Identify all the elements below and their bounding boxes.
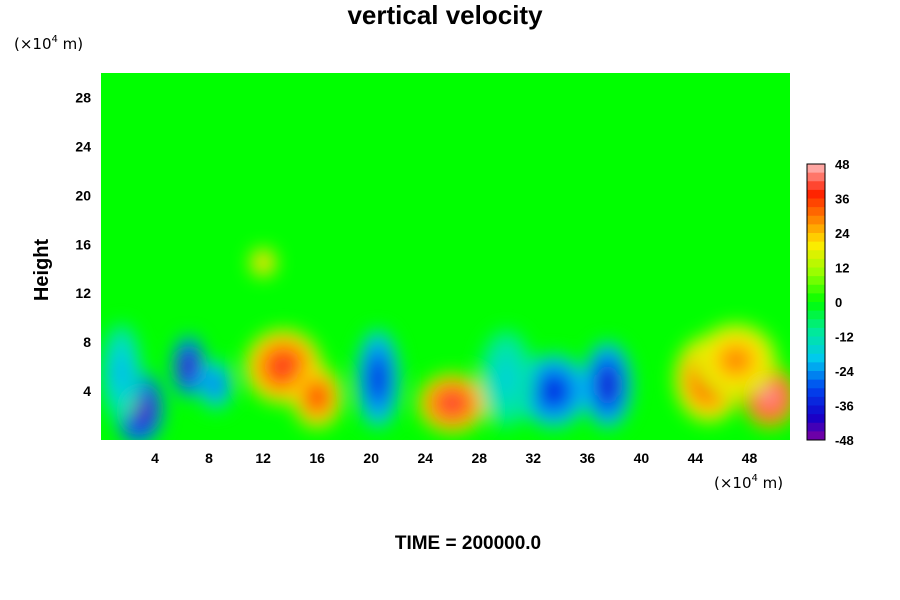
colorbar-band	[807, 388, 825, 398]
colorbar-tick-label: -24	[835, 364, 855, 379]
x-tick-label: 4	[151, 450, 159, 466]
y-tick-label: 24	[75, 138, 91, 154]
colorbar-band	[807, 371, 825, 381]
y-tick-label: 4	[83, 383, 91, 399]
heatmap-feature	[725, 351, 747, 370]
colorbar-band	[807, 172, 825, 182]
x-tick-label: 20	[363, 450, 379, 466]
x-tick-label: 32	[526, 450, 542, 466]
y-tick-label: 12	[75, 285, 91, 301]
x-tick-label: 16	[309, 450, 325, 466]
colorbar-band	[807, 250, 825, 260]
colorbar-band	[807, 422, 825, 432]
colorbar-band	[807, 215, 825, 225]
x-tick-label: 44	[688, 450, 704, 466]
colorbar-band	[807, 189, 825, 199]
colorbar-band	[807, 276, 825, 286]
colorbar-band	[807, 241, 825, 251]
heatmap-feature	[211, 378, 220, 392]
x-tick-labels: 4 8 12 16 20 24 28 32 36 40 44 48	[151, 450, 757, 466]
heatmap-feature	[762, 389, 777, 405]
heatmap-feature	[443, 395, 461, 411]
x-tick-label: 48	[742, 450, 758, 466]
colorbar-band	[807, 353, 825, 363]
colorbar-tick-label: -36	[835, 399, 854, 414]
colorbar-band	[807, 224, 825, 234]
colorbar-band	[807, 267, 825, 277]
colorbar-band	[807, 293, 825, 303]
heatmap-feature	[259, 258, 267, 267]
colorbar	[806, 163, 826, 441]
colorbar-band	[807, 233, 825, 243]
colorbar-band	[807, 284, 825, 294]
heatmap-feature	[499, 366, 514, 392]
colorbar-band	[807, 198, 825, 208]
x-tick-label: 8	[205, 450, 213, 466]
colorbar-band	[807, 336, 825, 346]
colorbar-tick-label: 24	[835, 226, 850, 241]
colorbar-band	[807, 181, 825, 191]
colorbar-tick-label: 12	[835, 261, 849, 276]
y-tick-labels: 4 8 12 16 20 24 28	[75, 89, 91, 399]
heatmap-feature	[601, 374, 614, 396]
colorbar-band	[807, 405, 825, 415]
colorbar-band	[807, 327, 825, 337]
x-tick-label: 28	[471, 450, 487, 466]
x-axis-unit: (×104 m)	[714, 473, 783, 492]
colorbar-band	[807, 379, 825, 389]
time-label: TIME = 200000.0	[395, 533, 541, 554]
colorbar-band	[807, 207, 825, 217]
colorbar-tick-labels: 48 36 24 12 0 -12 -24 -36 -48	[835, 157, 855, 448]
y-axis-unit: (×104 m)	[14, 34, 83, 53]
colorbar-tick-label: -12	[835, 330, 854, 345]
colorbar-frame	[806, 163, 826, 441]
colorbar-band	[807, 345, 825, 355]
x-tick-label: 12	[255, 450, 271, 466]
x-tick-label: 40	[634, 450, 650, 466]
colorbar-band	[807, 310, 825, 320]
heatmap-field	[101, 73, 790, 440]
y-axis-label: Height	[31, 239, 53, 302]
colorbar-tick-label: 0	[835, 295, 842, 310]
heatmap-feature	[372, 366, 384, 392]
heatmap-feature	[116, 360, 127, 385]
y-tick-label: 20	[75, 187, 91, 203]
y-tick-label: 28	[75, 89, 91, 105]
colorbar-tick-label: 36	[835, 192, 849, 207]
colorbar-band	[807, 362, 825, 372]
y-tick-label: 16	[75, 236, 91, 252]
heatmap-feature	[184, 358, 193, 375]
heatmap-feature	[545, 381, 563, 401]
y-tick-label: 8	[83, 334, 91, 350]
colorbar-band	[807, 431, 825, 441]
chart-title: vertical velocity	[347, 0, 543, 30]
colorbar-band	[807, 414, 825, 424]
heatmap-feature	[273, 357, 293, 376]
colorbar-band	[807, 302, 825, 312]
x-tick-label: 36	[580, 450, 596, 466]
colorbar-tick-label: 48	[835, 157, 849, 172]
x-tick-label: 24	[417, 450, 433, 466]
colorbar-band	[807, 396, 825, 406]
colorbar-band	[807, 319, 825, 329]
colorbar-band	[807, 258, 825, 268]
colorbar-tick-label: -48	[835, 433, 854, 448]
colorbar-band	[807, 164, 825, 174]
heatmap-feature	[311, 389, 324, 405]
